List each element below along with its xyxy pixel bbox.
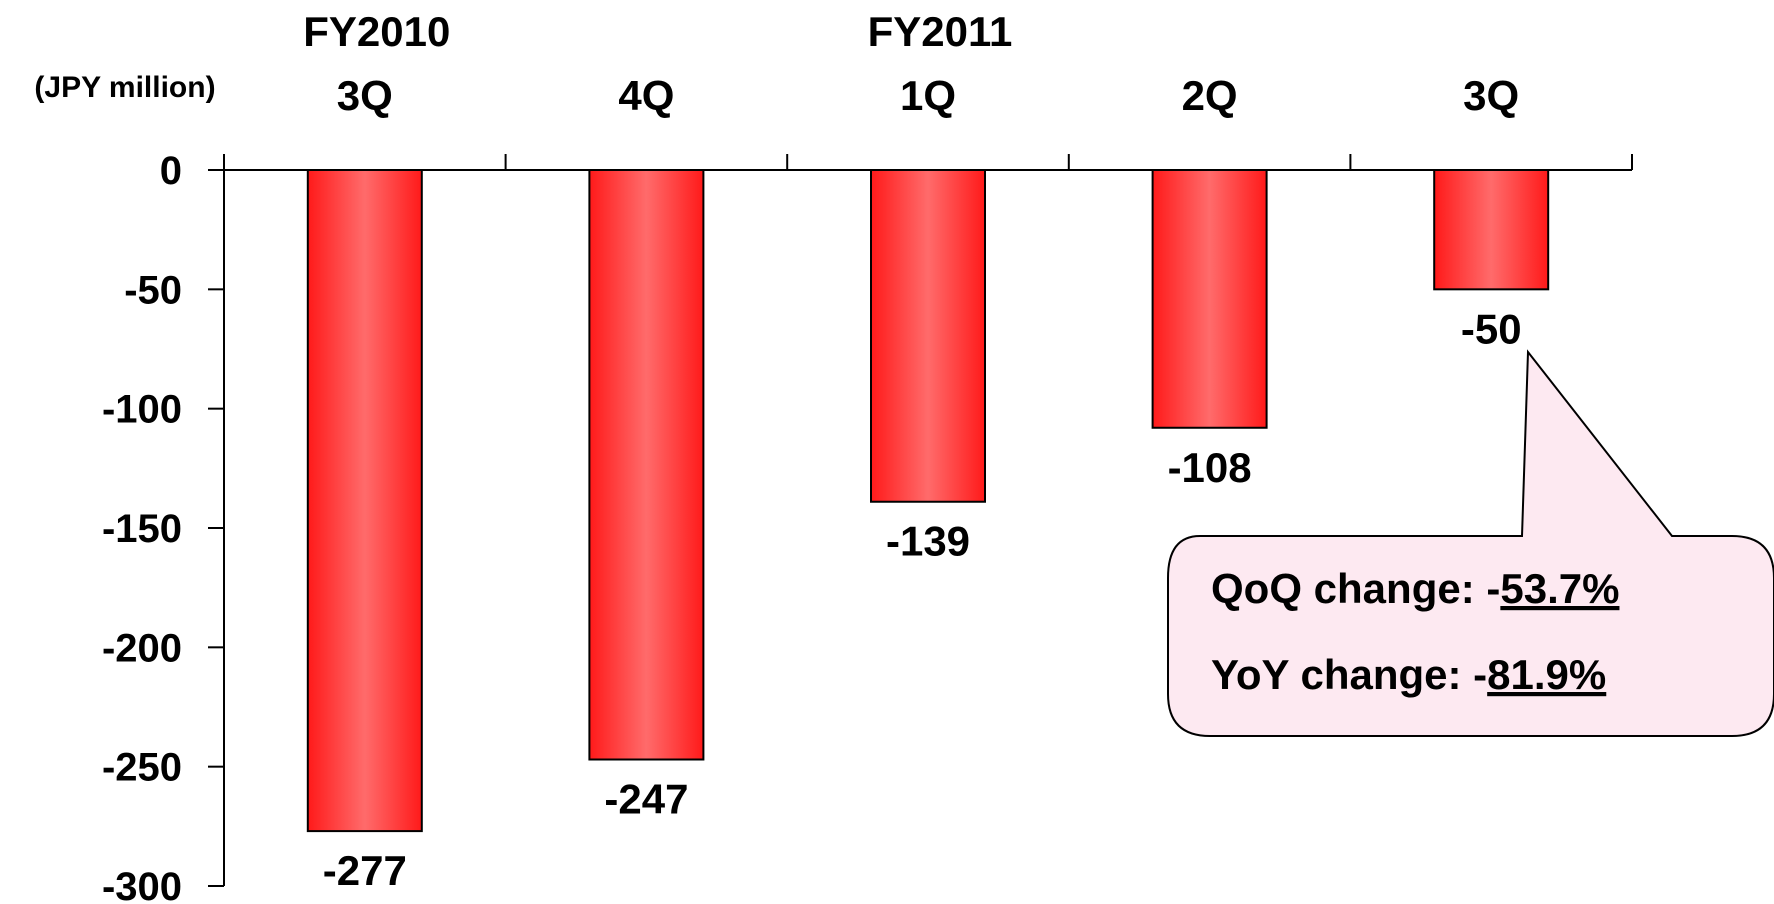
bar-value-label: -277: [323, 847, 407, 894]
bar-value-label: -247: [604, 776, 688, 823]
y-tick-label: -250: [102, 746, 182, 790]
yoy-change-label: YoY change: -: [1211, 651, 1487, 698]
bar-value-label: -50: [1461, 305, 1522, 352]
category-label: 3Q: [337, 72, 393, 119]
category-label: 4Q: [618, 72, 674, 119]
yoy-change: YoY change: -81.9%: [1211, 651, 1606, 698]
qoq-change: QoQ change: -53.7%: [1211, 565, 1619, 612]
yoy-change-value: 81.9%: [1487, 651, 1606, 698]
group-label: FY2011: [868, 8, 1013, 55]
group-labels: FY2010 FY2011: [303, 8, 1012, 55]
unit-label: (JPY million): [34, 71, 215, 104]
y-tick-label: -50: [124, 268, 182, 312]
qoq-change-label: QoQ change: -: [1211, 565, 1500, 612]
bar: [1433, 169, 1550, 291]
y-tick-label: -150: [102, 507, 182, 551]
category-labels: 3Q 4Q 1Q 2Q 3Q: [337, 72, 1519, 119]
qoq-change-value: 53.7%: [1500, 565, 1619, 612]
y-tick-label: -100: [102, 388, 182, 432]
category-label: 1Q: [900, 72, 956, 119]
callout-bubble: [1167, 349, 1774, 737]
y-tick-label: -200: [102, 626, 182, 670]
axes: [208, 154, 1633, 887]
bar: [1151, 169, 1268, 429]
category-label: 2Q: [1182, 72, 1238, 119]
bar: [870, 169, 986, 503]
bar: [306, 169, 423, 833]
y-tick-label: 0: [160, 149, 182, 193]
y-axis-ticks: 0 -50 -100 -150 -200 -250 -300: [102, 149, 182, 904]
data-labels: -277 -247 -139 -108 -50: [323, 305, 1522, 894]
change-callout: QoQ change: -53.7% YoY change: -81.9%: [1167, 349, 1774, 737]
bar-value-label: -139: [886, 518, 970, 565]
group-label: FY2010: [303, 8, 450, 55]
category-label: 3Q: [1463, 72, 1519, 119]
bar: [588, 169, 705, 761]
y-tick-label: -300: [102, 865, 182, 904]
bar-value-label: -108: [1168, 444, 1252, 491]
